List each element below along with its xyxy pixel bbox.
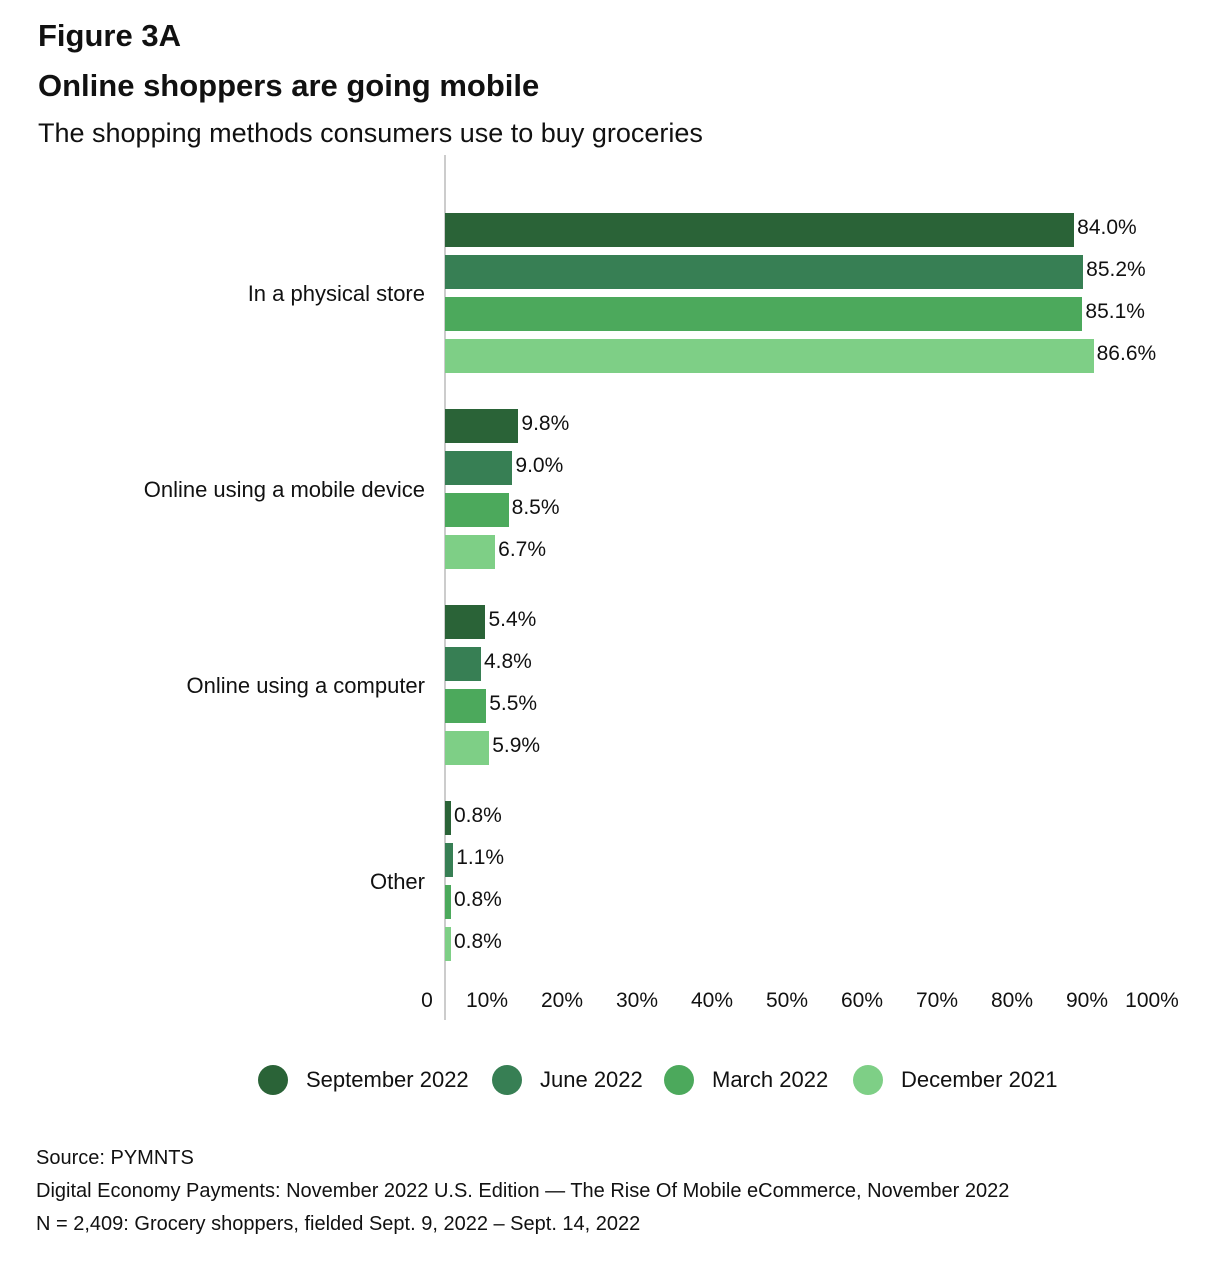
x-tick-label: 30%: [615, 989, 659, 1012]
x-tick-label: 0: [421, 989, 433, 1012]
source-note: Source: PYMNTS: [36, 1147, 194, 1169]
bar: [445, 605, 486, 639]
x-tick-label: 50%: [765, 989, 809, 1012]
data-label: 8.5%: [511, 496, 560, 519]
x-tick-label: 100%: [1125, 989, 1179, 1012]
report-note: Digital Economy Payments: November 2022 …: [36, 1180, 1010, 1202]
x-tick-label: 10%: [465, 989, 509, 1012]
bar: [445, 731, 490, 765]
x-tick-label: 80%: [990, 989, 1034, 1012]
bar: [445, 213, 1075, 247]
x-tick-label: 60%: [840, 989, 884, 1012]
bar: [445, 647, 481, 681]
legend-swatch: [664, 1065, 694, 1095]
chart-subtitle: The shopping methods consumers use to bu…: [38, 118, 703, 148]
legend-item: December 2021: [853, 1065, 1058, 1095]
data-label: 6.7%: [498, 538, 547, 561]
legend-item: September 2022: [258, 1065, 469, 1095]
data-label: 85.2%: [1086, 258, 1146, 281]
x-tick-label: 40%: [690, 989, 734, 1012]
bar: [445, 255, 1084, 289]
bar: [445, 493, 509, 527]
legend-label: September 2022: [306, 1067, 469, 1092]
legend-label: December 2021: [901, 1067, 1058, 1092]
data-label: 5.4%: [488, 608, 537, 631]
x-tick-label: 70%: [915, 989, 959, 1012]
bar: [445, 801, 451, 835]
category-label: Online using a mobile device: [143, 477, 425, 502]
data-label: 85.1%: [1085, 300, 1145, 323]
data-label: 0.8%: [453, 804, 502, 827]
data-label: 9.0%: [515, 454, 564, 477]
category-label: Other: [369, 869, 425, 894]
legend-item: March 2022: [664, 1065, 828, 1095]
data-label: 9.8%: [521, 412, 570, 435]
bar: [445, 843, 454, 877]
x-tick-label: 90%: [1065, 989, 1109, 1012]
data-label: 1.1%: [456, 846, 505, 869]
bar: [445, 885, 451, 919]
category-label: In a physical store: [247, 281, 425, 306]
data-label: 0.8%: [453, 888, 502, 911]
sample-note: N = 2,409: Grocery shoppers, fielded Sep…: [36, 1213, 641, 1235]
bar: [445, 535, 496, 569]
data-label: 5.9%: [492, 734, 541, 757]
bar: [445, 689, 487, 723]
bar: [445, 927, 451, 961]
x-tick-label: 20%: [540, 989, 584, 1012]
legend-swatch: [492, 1065, 522, 1095]
legend-swatch: [853, 1065, 883, 1095]
bar: [445, 339, 1094, 373]
chart-title: Online shoppers are going mobile: [38, 68, 540, 103]
bar: [445, 409, 519, 443]
data-label: 5.5%: [489, 692, 538, 715]
legend-swatch: [258, 1065, 288, 1095]
data-label: 0.8%: [453, 930, 502, 953]
legend-item: June 2022: [492, 1065, 643, 1095]
data-label: 84.0%: [1077, 216, 1137, 239]
figure-number: Figure 3A: [38, 18, 181, 53]
y-axis-line: [444, 155, 446, 1020]
bar: [445, 451, 513, 485]
data-label: 86.6%: [1096, 342, 1157, 365]
legend-label: March 2022: [712, 1067, 829, 1092]
category-label: Online using a computer: [186, 673, 425, 698]
bar: [445, 297, 1083, 331]
legend-label: June 2022: [540, 1067, 643, 1092]
data-label: 4.8%: [483, 650, 532, 673]
